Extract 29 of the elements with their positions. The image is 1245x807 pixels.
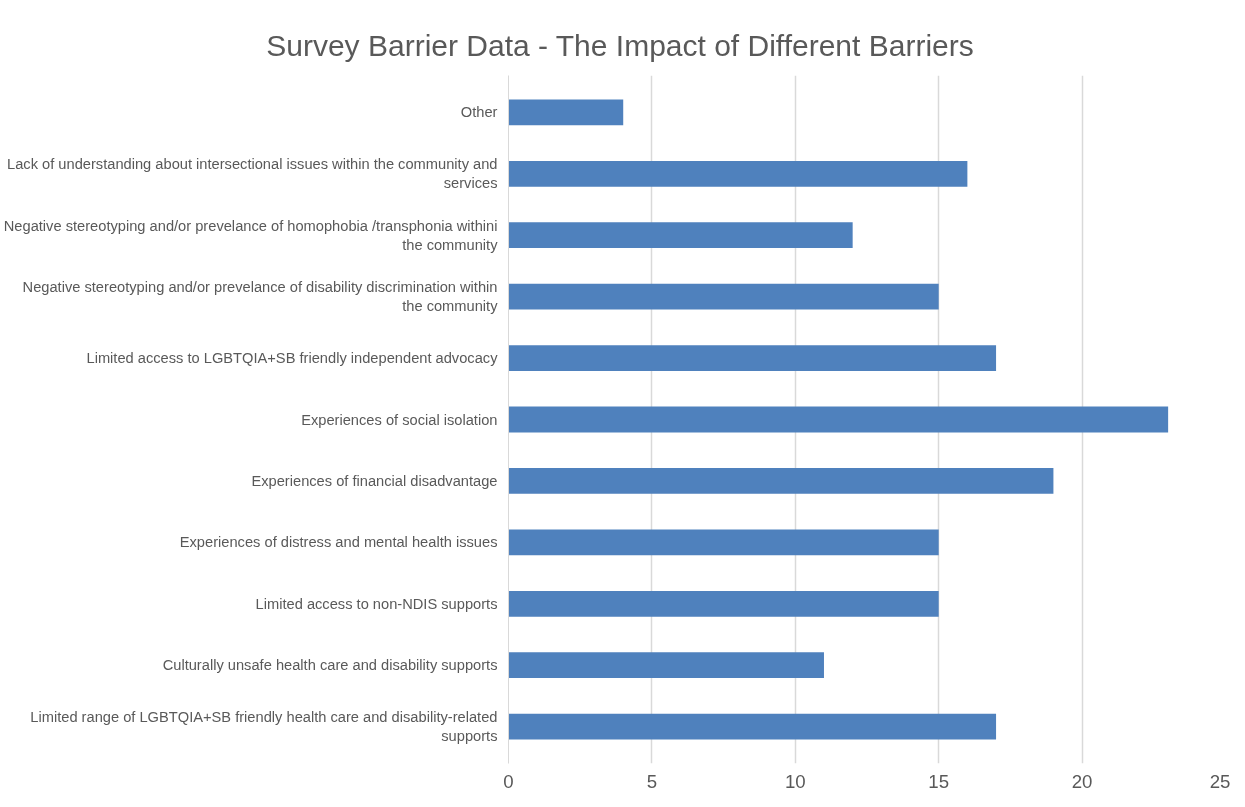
bar — [508, 590, 939, 617]
y-tick-label: Negative stereotyping and/or prevelance of disability discrimination within the community — [22, 279, 499, 315]
y-tick-label: Experiences of social isolation — [301, 411, 498, 428]
bar — [508, 345, 997, 371]
bar — [508, 283, 939, 310]
bar — [508, 99, 624, 126]
x-tick-label: 10 — [784, 770, 806, 792]
y-tick-label: Other — [460, 104, 498, 121]
x-tick-label: 20 — [1071, 770, 1093, 792]
y-tick-label: Limited range of LGBTQIA+SB friendly health care and disability-related supports — [30, 709, 498, 745]
bar — [508, 468, 1054, 494]
y-tick-label: Experiences of distress and mental health issues — [179, 534, 498, 551]
bar — [508, 529, 939, 556]
bar — [508, 713, 997, 740]
bar — [508, 160, 968, 187]
x-tick-label: 0 — [503, 770, 514, 792]
x-tick-label: 15 — [928, 770, 950, 792]
x-tick-label: 5 — [646, 770, 658, 792]
chart-title: Survey Barrier Data - The Impact of Different Barriers — [266, 28, 974, 64]
y-tick-label: Experiences of financial disadvantage — [251, 472, 498, 489]
y-tick-label: Limited access to non-NDIS supports — [255, 595, 498, 612]
bar — [508, 406, 1169, 433]
y-tick-label: Negative stereotyping and/or prevelance of homophobia /transphonia withini the community — [3, 217, 499, 253]
bar — [508, 652, 824, 679]
bar — [508, 222, 853, 249]
y-tick-label: Culturally unsafe health care and disability supports — [162, 657, 498, 674]
y-tick-label: Limited access to LGBTQIA+SB friendly independent advocacy — [86, 350, 499, 367]
y-tick-label: Lack of understanding about intersectional issues within the community and services — [7, 156, 498, 192]
x-tick-label: 25 — [1209, 770, 1231, 792]
